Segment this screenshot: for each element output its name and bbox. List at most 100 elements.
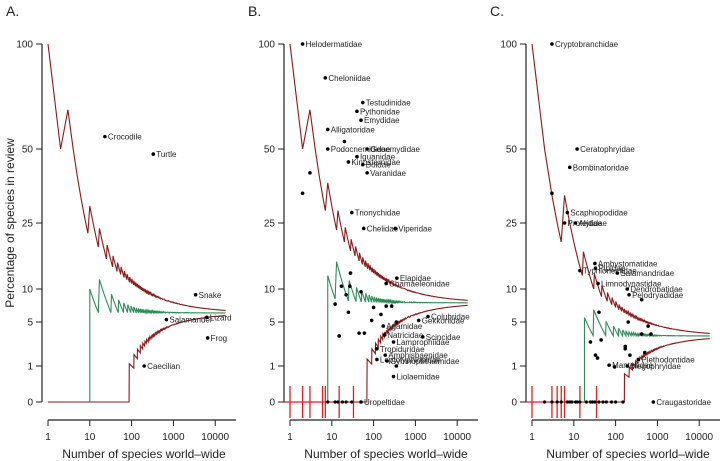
- point-label: Geoemydidae: [370, 145, 420, 154]
- panel-label: A.: [6, 3, 19, 19]
- data-point: [205, 315, 209, 320]
- point-label: Helodermatidae: [306, 40, 363, 49]
- data-point: [344, 292, 348, 297]
- data-point: [325, 127, 330, 132]
- point-label: Bombinatoridae: [573, 163, 630, 172]
- point-label: Chelidae: [367, 224, 399, 233]
- data-point: [381, 324, 386, 328]
- data-point: [593, 266, 598, 270]
- y-tick-label: 25: [264, 219, 276, 230]
- data-point: [360, 162, 365, 167]
- data-point: [348, 271, 353, 275]
- point-label: Scaphiopodidae: [570, 209, 628, 218]
- lower-bound-line: [532, 338, 710, 403]
- upper-bound-line: [531, 43, 710, 334]
- data-point: [607, 363, 611, 367]
- x-axis-title: Number of species world–wide: [304, 447, 468, 461]
- data-point: [391, 340, 396, 344]
- point-label: Uropeltidae: [364, 398, 405, 407]
- x-tick-label: 100: [365, 432, 382, 443]
- upper-bound-line: [289, 43, 468, 301]
- data-point: [575, 400, 579, 404]
- data-point: [371, 305, 376, 310]
- point-label: Lizard: [210, 313, 232, 322]
- data-point: [590, 400, 595, 404]
- data-point: [369, 318, 374, 323]
- point-label: Frog: [211, 334, 227, 343]
- y-tick-label: 5: [27, 318, 33, 329]
- point-label: Varanidae: [370, 169, 406, 178]
- point-label: Megophryidae: [630, 362, 681, 371]
- data-point: [346, 160, 351, 164]
- point-label: Pythonidae: [360, 107, 401, 116]
- y-tick-label: 50: [22, 145, 34, 156]
- data-point: [103, 134, 107, 139]
- y-axis-title: Percentage of species in review: [3, 138, 17, 308]
- y-tick-label: 0: [269, 398, 275, 409]
- data-point: [550, 42, 554, 46]
- point-label: Ceratophryidae: [580, 145, 635, 154]
- data-point: [597, 400, 601, 404]
- panel-label: C.: [490, 3, 504, 19]
- x-axis-title: Number of species world–wide: [546, 447, 710, 461]
- data-point: [612, 365, 617, 369]
- data-point: [384, 281, 388, 286]
- data-point: [360, 100, 365, 105]
- point-label: Boidae: [366, 161, 391, 170]
- y-tick-label: 100: [258, 40, 275, 51]
- data-point: [355, 154, 359, 159]
- point-label: Trionychidae: [355, 209, 401, 218]
- data-point: [565, 400, 569, 404]
- data-point: [609, 400, 614, 404]
- data-point: [326, 400, 330, 404]
- data-point: [626, 320, 630, 324]
- y-tick-label: 50: [264, 145, 276, 156]
- upper-bound-line: [47, 43, 226, 311]
- data-point: [359, 290, 363, 294]
- data-point: [643, 350, 647, 355]
- data-point: [649, 332, 653, 336]
- y-tick-label: 5: [269, 318, 275, 329]
- x-tick-label: 1: [45, 432, 51, 443]
- data-point: [385, 359, 389, 363]
- data-point: [348, 284, 352, 288]
- data-point: [394, 320, 399, 324]
- data-point: [627, 292, 631, 297]
- y-tick-label: 1: [269, 362, 275, 373]
- data-point: [420, 335, 425, 339]
- point-label: Limnodynastidae: [601, 279, 662, 288]
- y-tick-label: 5: [511, 318, 517, 329]
- x-axis: 1 10 100 1000 10000 Number of species world–w…: [287, 419, 478, 461]
- point-label: Crocodile: [108, 133, 142, 142]
- point-label: Tropiduridae: [380, 345, 425, 354]
- data-point: [359, 118, 363, 123]
- data-point: [597, 310, 601, 315]
- data-point: [342, 139, 347, 144]
- point-label: Plethodontidae: [641, 355, 695, 364]
- point-label: Dendrobatidae: [630, 285, 683, 294]
- data-point: [625, 364, 630, 368]
- data-point: [300, 191, 305, 196]
- data-point: [325, 147, 330, 151]
- x-axis-title: Number of species world–wide: [62, 447, 226, 461]
- point-label: Testudinidae: [366, 99, 411, 108]
- panel-label: B.: [248, 3, 261, 19]
- point-label: Cheloniidae: [328, 74, 371, 83]
- y-tick-label: 100: [16, 40, 33, 51]
- point-label: Alligatoridae: [331, 125, 376, 134]
- data-point: [350, 400, 354, 404]
- data-point: [193, 292, 198, 297]
- data-point: [550, 400, 554, 404]
- data-point: [365, 171, 369, 175]
- data-point: [391, 374, 396, 379]
- x-tick-label: 100: [607, 432, 624, 443]
- point-label: Scincidae: [426, 333, 461, 342]
- y-axis: 0 1 5 10 25 50 100: [16, 40, 43, 409]
- data-point: [336, 400, 340, 404]
- point-label: Emydidae: [364, 116, 400, 125]
- point-label: Colubridae: [431, 313, 470, 322]
- point-label: Elapidae: [400, 274, 432, 283]
- data-point: [595, 356, 600, 360]
- data-point: [596, 281, 600, 286]
